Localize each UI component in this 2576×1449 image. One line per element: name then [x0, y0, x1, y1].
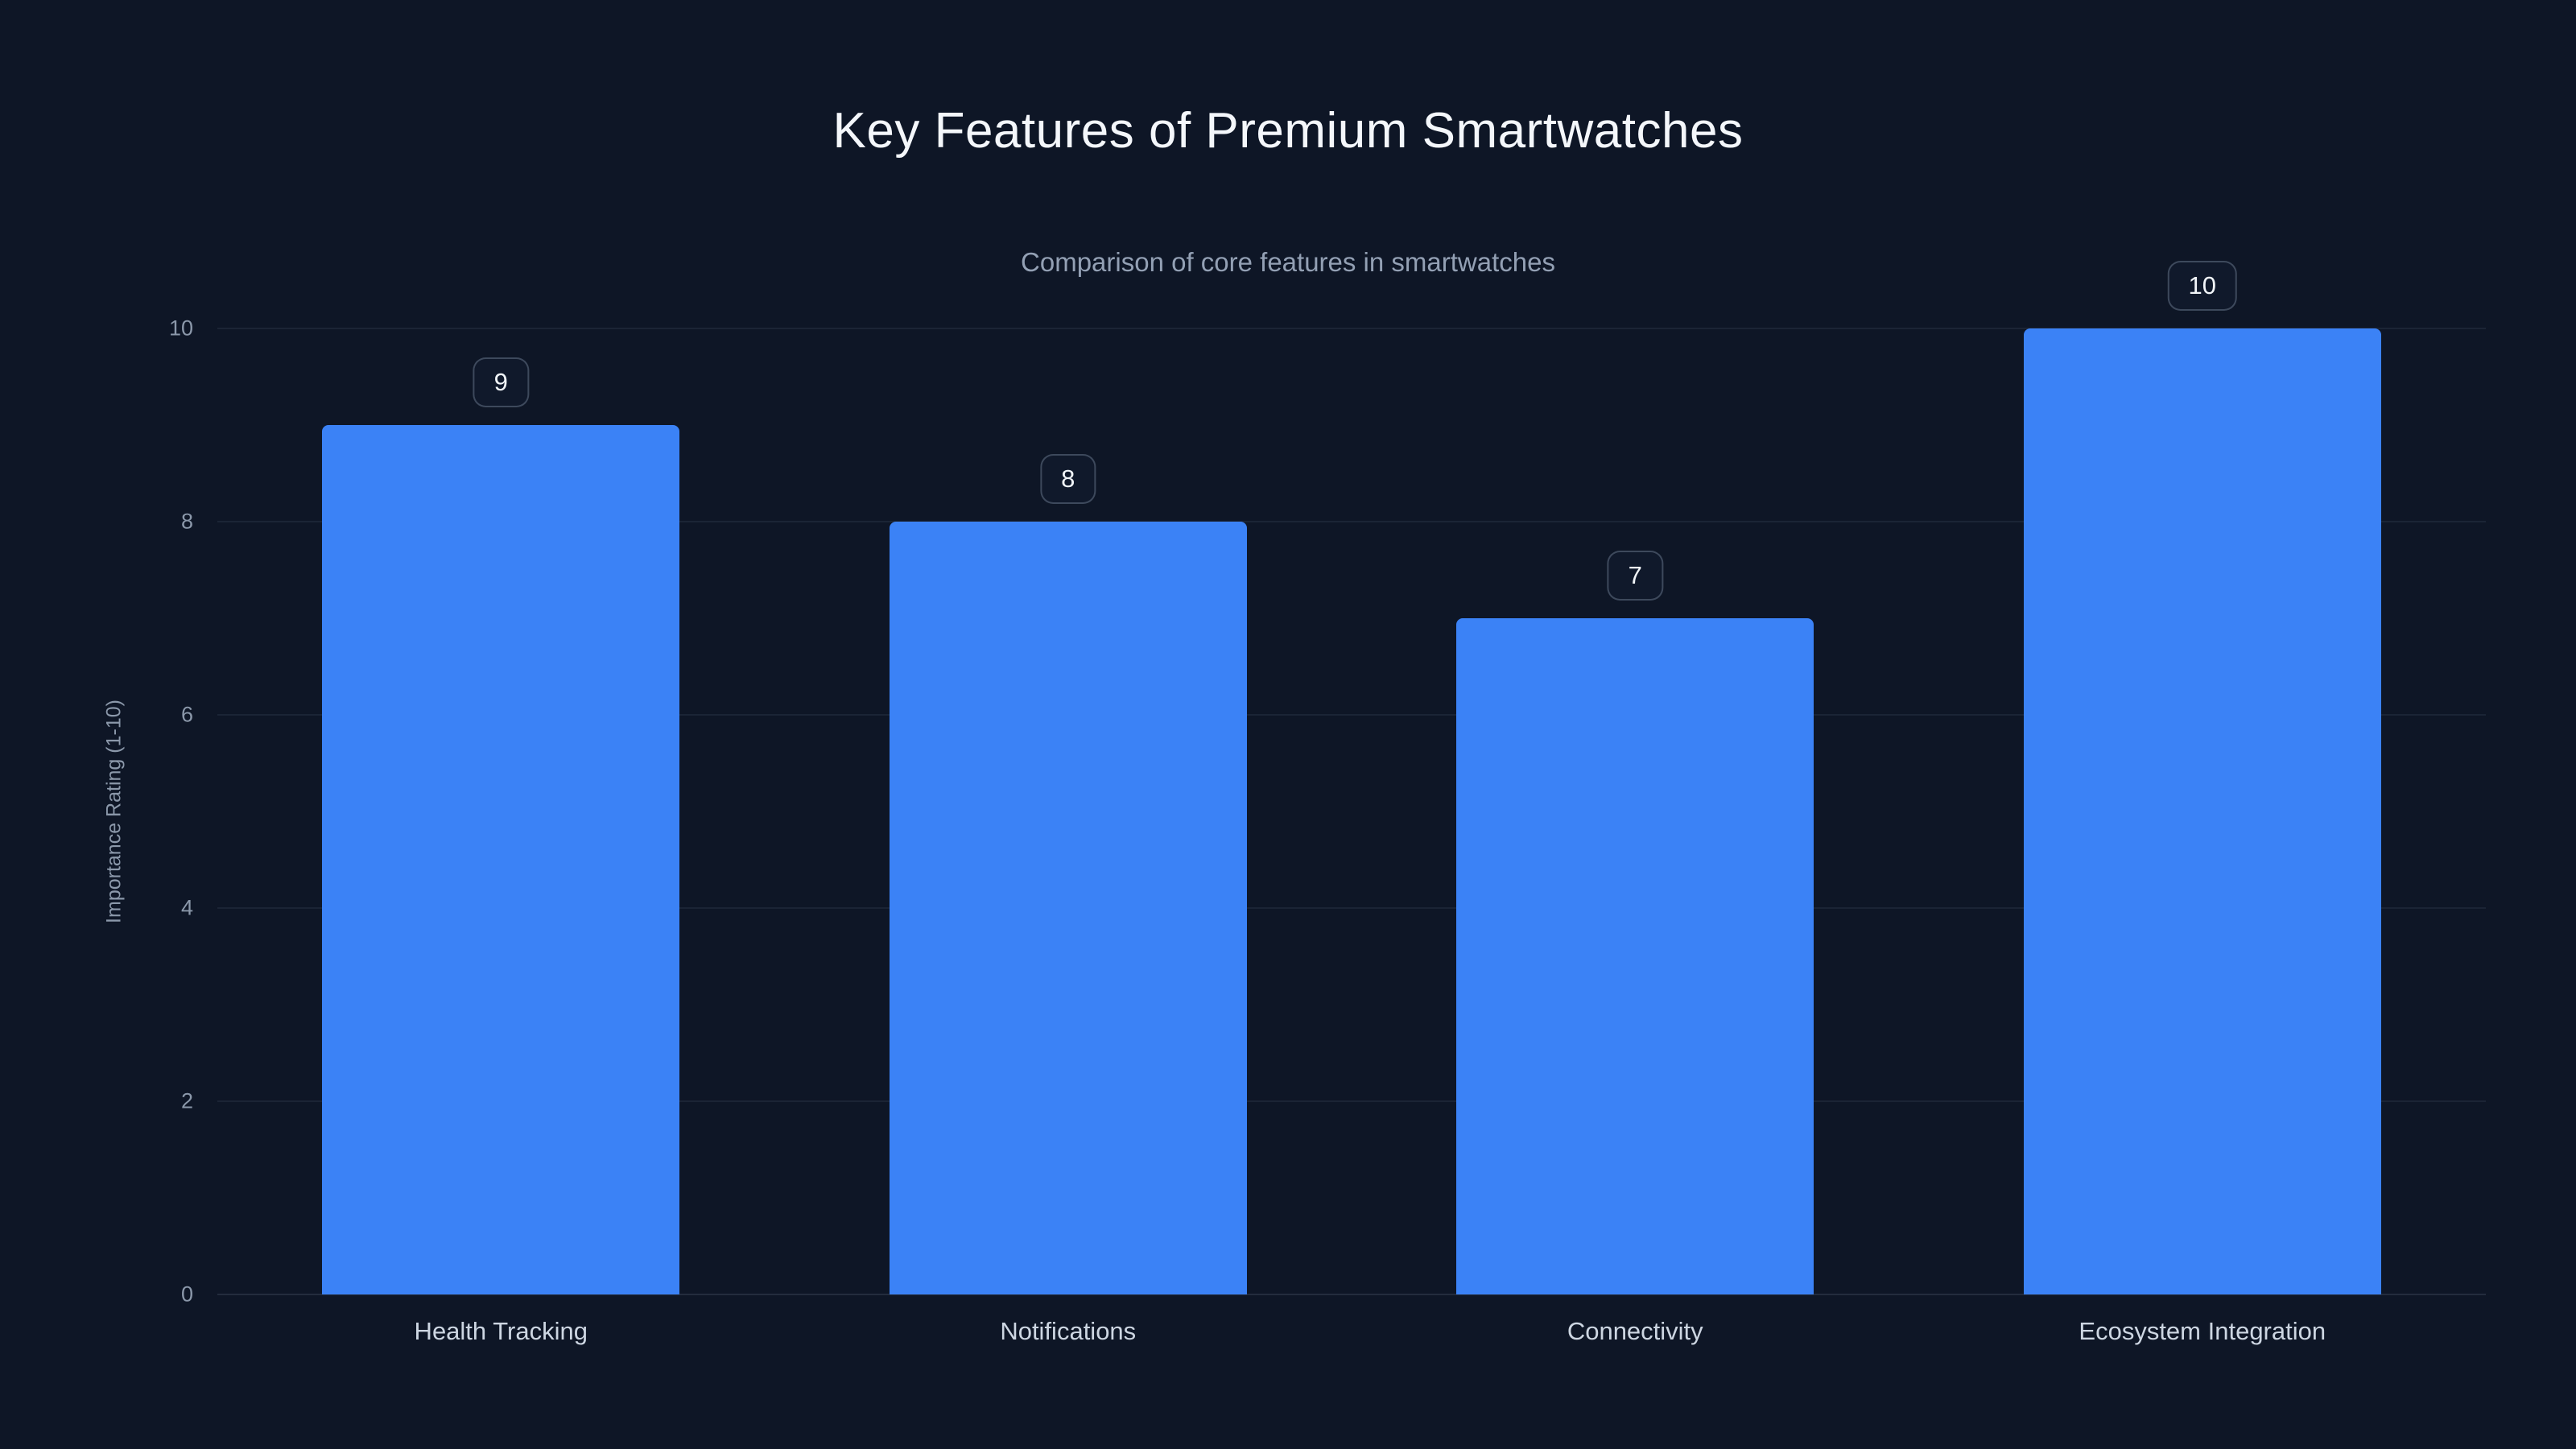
bars-container: 9 Health Tracking 8 Notifications 7 Connectiv…: [217, 261, 2487, 1345]
bar-group-connectivity: 7 Connectivity: [1352, 328, 1919, 1345]
gridline-y-6: [217, 714, 2486, 716]
y-axis-tick-4: 4: [180, 895, 193, 920]
x-axis-label-ecosystem-integration: Ecosystem Integration: [2079, 1317, 2326, 1345]
value-label-connectivity: 7: [1607, 551, 1663, 601]
y-axis-tick-0: 0: [180, 1282, 193, 1307]
plot-area: 0 2 4 6 8 10 9 Health Tracking 8 Notifications 7 Co…: [169, 261, 2487, 1345]
bar-group-health-tracking: 9 Health Tracking: [217, 328, 785, 1345]
x-axis-label-health-tracking: Health Tracking: [414, 1317, 588, 1345]
value-label-health-tracking: 9: [473, 357, 529, 407]
bar-group-notifications: 8 Notifications: [785, 328, 1352, 1345]
gridline-y-0: [217, 1294, 2486, 1295]
y-axis-label: Importance Rating (1-10): [102, 700, 126, 923]
bar-notifications[interactable]: [889, 522, 1247, 1294]
x-axis-label-connectivity: Connectivity: [1567, 1317, 1703, 1345]
bar-connectivity[interactable]: [1456, 618, 1814, 1294]
bar-health-tracking[interactable]: [322, 425, 680, 1294]
y-axis-tick-10: 10: [168, 316, 193, 341]
y-axis-tick-8: 8: [180, 509, 193, 534]
bar-ecosystem-integration[interactable]: [2023, 328, 2381, 1294]
y-axis-tick-6: 6: [180, 702, 193, 727]
gridline-y-2: [217, 1100, 2486, 1102]
chart-subtitle: Comparison of core features in smartwatc…: [1021, 247, 1555, 277]
chart-area: Importance Rating (1-10) 0 2 4 6 8 10 9 Health …: [103, 261, 2487, 1345]
gridline-y-10: [217, 328, 2486, 329]
value-label-ecosystem-integration: 10: [2167, 261, 2237, 311]
y-axis-tick-2: 2: [180, 1088, 193, 1113]
gridline-y-4: [217, 907, 2486, 909]
bar-group-ecosystem-integration: 10 Ecosystem Integration: [1919, 261, 2487, 1345]
gridline-y-8: [217, 521, 2486, 522]
chart-title: Key Features of Premium Smartwatches: [832, 103, 1744, 159]
value-label-notifications: 8: [1040, 454, 1096, 504]
x-axis-label-notifications: Notifications: [1000, 1317, 1137, 1345]
